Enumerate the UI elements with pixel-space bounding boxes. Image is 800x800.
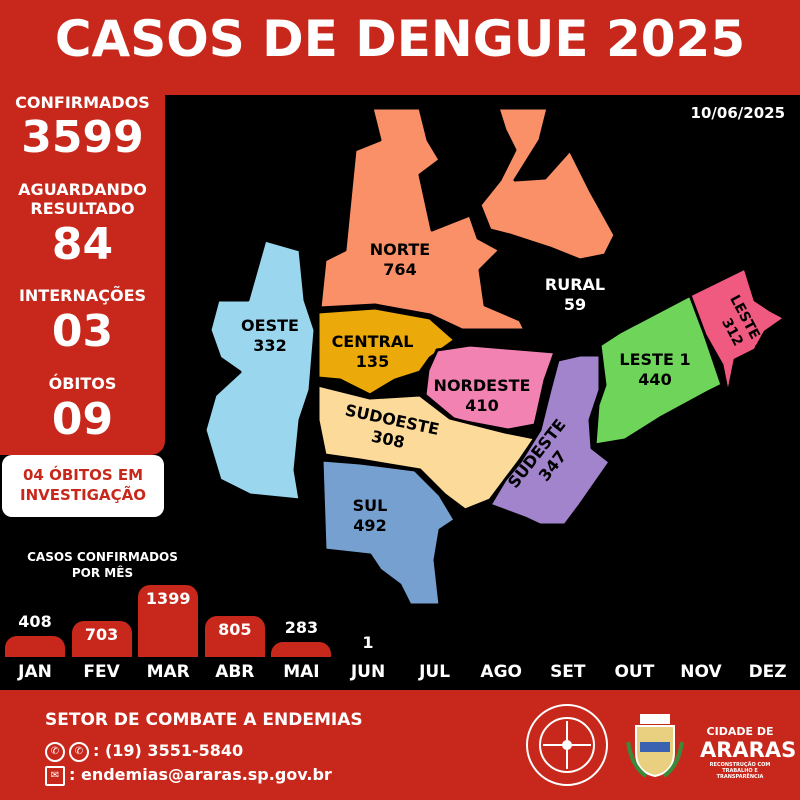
aguardando-label-1: AGUARDANDO — [18, 180, 147, 199]
internacoes-value: 03 — [51, 306, 114, 357]
aguardando-value: 84 — [51, 219, 114, 270]
phone-icon: ✆ — [45, 741, 65, 762]
region-label-central: CENTRAL 135 — [320, 332, 425, 372]
central-value: 135 — [355, 352, 390, 371]
leste1-value: 440 — [638, 370, 672, 389]
bar-chart-title-line-1: CASOS CONFIRMADOS — [27, 550, 178, 564]
region-leste2 — [688, 266, 787, 397]
bar-jan — [5, 636, 65, 657]
region-norte-east — [478, 106, 617, 262]
nordeste-value: 410 — [465, 396, 499, 415]
region-oeste — [203, 238, 317, 502]
region-label-sul: SUL 492 — [330, 496, 410, 536]
month-label-jan: JAN — [18, 662, 52, 682]
norte-value: 764 — [383, 260, 417, 279]
bar-value-mar: 1399 — [145, 589, 191, 608]
confirmados-value: 3599 — [21, 112, 144, 163]
email-icon: ✉ — [45, 765, 65, 786]
nordeste-name: NORDESTE — [433, 376, 531, 395]
oeste-name: OESTE — [241, 316, 299, 335]
sul-value: 492 — [353, 516, 387, 535]
region-central — [316, 306, 457, 397]
internacoes-label: INTERNAÇÕES — [18, 286, 147, 305]
stats-panel — [0, 95, 165, 455]
leste1-name: LESTE 1 — [619, 350, 691, 369]
obitos-label: ÓBITOS — [48, 374, 117, 393]
investigation-line-2: INVESTIGAÇÃO — [20, 486, 146, 504]
whatsapp-icon: ✆ — [69, 741, 89, 762]
confirmados-label: CONFIRMADOS — [15, 93, 150, 112]
bar-value-mai: 283 — [284, 618, 319, 638]
rural-value: 59 — [563, 295, 587, 314]
region-norte — [318, 106, 527, 332]
month-label-fev: FEV — [83, 662, 120, 682]
footer-email: : endemias@araras.sp.gov.br — [69, 765, 332, 784]
region-label-norte: NORTE 764 — [340, 240, 460, 280]
month-label-mar: MAR — [146, 662, 190, 682]
region-sudeste — [488, 353, 612, 527]
city-line-1: CIDADE DE — [706, 725, 774, 738]
month-label-set: SET — [550, 662, 586, 682]
central-name: CENTRAL — [331, 332, 414, 351]
endemias-seal-icon — [526, 704, 608, 786]
footer-phone-line: ✆ ✆: (19) 3551-5840 — [45, 741, 243, 762]
footer-email-line: ✉: endemias@araras.sp.gov.br — [45, 765, 332, 786]
title-banner — [0, 0, 800, 95]
bar-chart-title: CASOS CONFIRMADOS POR MÊS — [10, 549, 195, 581]
bar-value-fev: 703 — [84, 624, 119, 644]
bar-mar — [138, 585, 199, 657]
report-date: 10/06/2025 — [690, 104, 785, 122]
bar-value-jun: 1 — [362, 632, 374, 652]
region-leste1 — [593, 288, 724, 447]
bar-mai — [271, 642, 332, 657]
month-label-dez: DEZ — [748, 662, 787, 682]
region-label-rural: RURAL 59 — [525, 275, 625, 315]
month-label-out: OUT — [614, 662, 655, 682]
city-coat-of-arms-icon — [626, 714, 684, 778]
city-line-3: RECONSTRUÇÃO COM TRABALHO E TRANSPARÊNCI… — [709, 762, 771, 780]
page-title: CASOS DE DENGUE 2025 — [54, 10, 746, 68]
bar-value-abr: 805 — [218, 619, 252, 639]
city-line-2: ARARAS — [700, 738, 797, 762]
month-label-jul: JUL — [419, 662, 451, 682]
bar-abr — [204, 615, 265, 657]
footer-phone: : (19) 3551-5840 — [93, 741, 244, 760]
oeste-value: 332 — [253, 336, 287, 355]
region-nordeste — [423, 343, 557, 432]
month-label-nov: NOV — [680, 662, 722, 682]
bar-chart-title-line-2: POR MÊS — [71, 566, 134, 580]
month-label-abr: ABR — [215, 662, 255, 682]
city-logo: CIDADE DE ARARAS RECONSTRUÇÃO COM TRABAL… — [700, 725, 797, 780]
region-sudoeste — [316, 383, 537, 512]
investigation-badge: 04 ÓBITOS EM INVESTIGAÇÃO — [2, 455, 164, 517]
region-label-leste1: LESTE 1 440 — [610, 350, 700, 390]
obitos-value: 09 — [51, 394, 114, 445]
footer-title: SETOR DE COMBATE A ENDEMIAS — [45, 710, 363, 730]
month-label-mai: MAI — [283, 662, 320, 682]
aguardando-label-2: RESULTADO — [30, 199, 135, 218]
sul-name: SUL — [352, 496, 388, 515]
investigation-line-1: 04 ÓBITOS EM — [22, 466, 144, 484]
month-label-ago: AGO — [480, 662, 522, 682]
region-label-oeste: OESTE 332 — [220, 316, 320, 356]
month-label-jun: JUN — [350, 662, 386, 682]
bar-value-jan: 408 — [18, 612, 52, 631]
region-label-nordeste: NORDESTE 410 — [422, 376, 542, 416]
bar-fev — [71, 620, 132, 657]
region-sul — [320, 458, 457, 607]
norte-name: NORTE — [369, 240, 431, 259]
rural-name: RURAL — [544, 275, 606, 294]
